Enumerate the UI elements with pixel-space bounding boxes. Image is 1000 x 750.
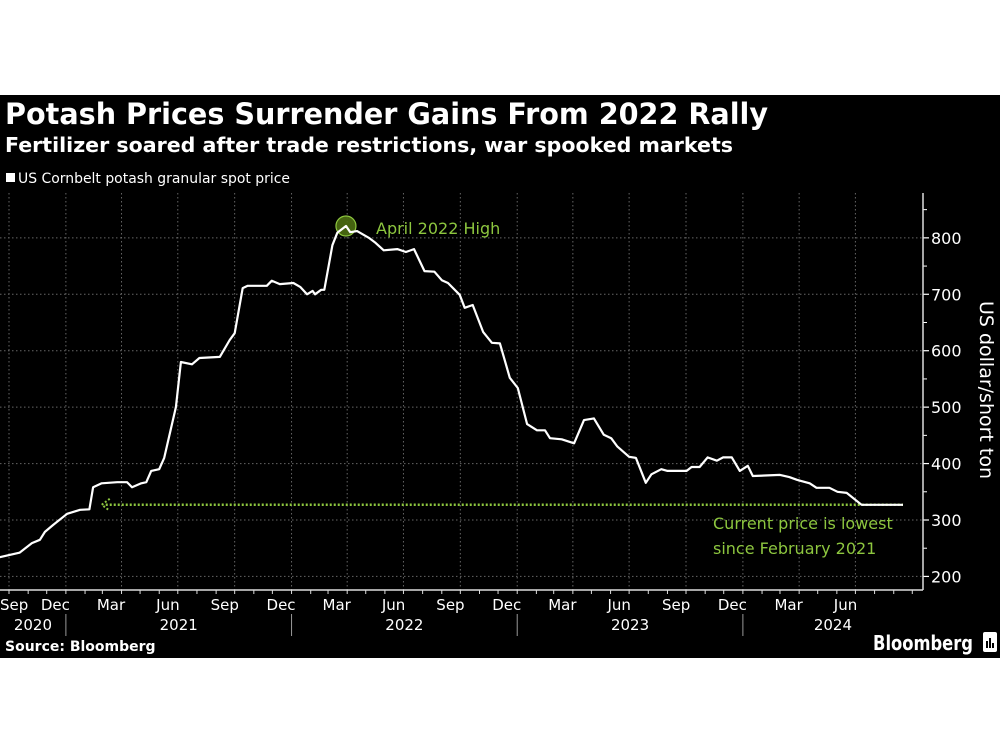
axes: 200 300 400 500 600 700 800 Sep Dec Mar Jun Sep Dec M… (0, 193, 962, 636)
x-year-label: 2021 (160, 616, 198, 634)
x-year-label: 2020 (14, 616, 52, 634)
y-tick-label: 300 (931, 511, 962, 530)
x-tick-label: Dec (492, 596, 521, 614)
source-note: Source: Bloomberg (5, 639, 156, 655)
y-tick-label: 700 (931, 285, 962, 304)
legend-label: US Cornbelt potash granular spot price (18, 171, 290, 187)
x-tick-label: Dec (718, 596, 747, 614)
x-year-label: 2023 (611, 616, 649, 634)
y-axis-label: US dollar/short ton (975, 301, 997, 479)
x-tick-label: Sep (436, 596, 464, 614)
x-tick-label: Dec (41, 596, 70, 614)
x-tick-label: Sep (211, 596, 239, 614)
y-tick-label: 200 (931, 567, 962, 586)
x-tick-label: Jun (833, 596, 857, 614)
annotation-april-high: April 2022 High (376, 219, 500, 238)
chart-title: Potash Prices Surrender Gains From 2022 … (5, 97, 768, 131)
y-tick-label: 800 (931, 229, 962, 248)
y-tick-label: 400 (931, 455, 962, 474)
x-tick-label: Mar (548, 596, 577, 614)
x-tick-label: Mar (97, 596, 126, 614)
legend-swatch (6, 173, 15, 182)
x-tick-label: Jun (381, 596, 405, 614)
x-year-label: 2024 (814, 616, 852, 634)
annotation-current-line1: Current price is lowest (713, 514, 893, 533)
x-year-label: 2022 (385, 616, 423, 634)
x-tick-label: Mar (774, 596, 803, 614)
plot-area (0, 215, 904, 559)
x-tick-label: Dec (267, 596, 296, 614)
x-tick-label: Jun (155, 596, 179, 614)
arrow-left-icon (100, 497, 111, 512)
bloomberg-logo: Bloomberg (873, 631, 973, 655)
annotation-current-line2: since February 2021 (713, 539, 876, 558)
bloomberg-logo-icon (983, 632, 997, 652)
x-tick-label: Sep (662, 596, 690, 614)
chart-background (0, 95, 1000, 658)
x-tick-label: Jun (607, 596, 631, 614)
series-line-potash-price (0, 224, 903, 559)
x-tick-label: Sep (0, 596, 28, 614)
x-tick-label: Mar (323, 596, 352, 614)
chart-subtitle: Fertilizer soared after trade restrictio… (5, 133, 733, 157)
gridlines (0, 193, 923, 590)
y-tick-label: 500 (931, 398, 962, 417)
y-tick-label: 600 (931, 342, 962, 361)
